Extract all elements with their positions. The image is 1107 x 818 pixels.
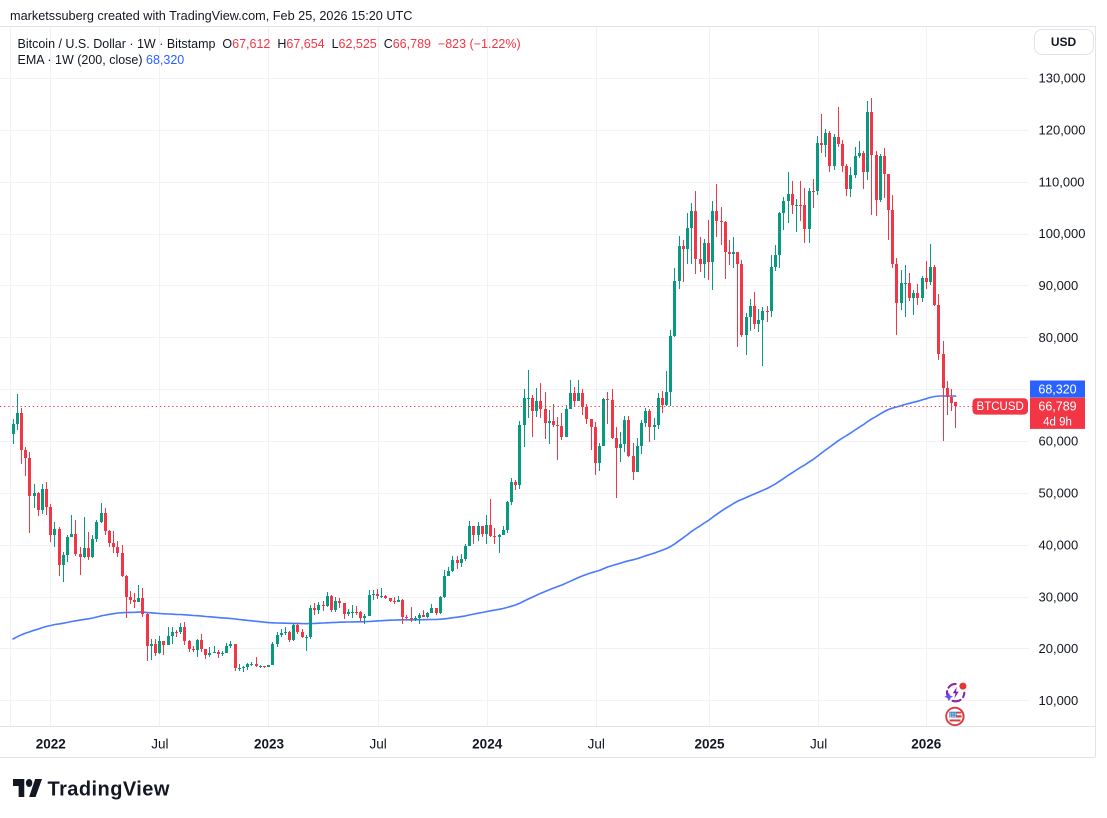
svg-text:30,000: 30,000 xyxy=(1039,589,1079,604)
svg-text:60,000: 60,000 xyxy=(1039,434,1079,449)
svg-text:40,000: 40,000 xyxy=(1039,538,1079,553)
svg-text:2023: 2023 xyxy=(254,737,285,752)
svg-text:Jul: Jul xyxy=(369,737,386,752)
svg-text:TradingView: TradingView xyxy=(48,779,170,801)
svg-text:2025: 2025 xyxy=(694,737,725,752)
svg-text:Jul: Jul xyxy=(810,737,827,752)
svg-text:20,000: 20,000 xyxy=(1039,641,1079,656)
svg-text:2024: 2024 xyxy=(472,737,503,752)
svg-text:120,000: 120,000 xyxy=(1039,122,1086,137)
svg-text:90,000: 90,000 xyxy=(1039,278,1079,293)
svg-text:110,000: 110,000 xyxy=(1039,174,1085,189)
svg-text:66,789: 66,789 xyxy=(1038,400,1076,414)
svg-text:80,000: 80,000 xyxy=(1039,330,1079,345)
svg-text:BTCUSD: BTCUSD xyxy=(977,401,1024,413)
svg-text:10,000: 10,000 xyxy=(1039,693,1079,708)
svg-text:100,000: 100,000 xyxy=(1039,226,1086,241)
svg-text:2022: 2022 xyxy=(36,737,66,752)
svg-text:4d 9h: 4d 9h xyxy=(1043,417,1072,429)
svg-text:2026: 2026 xyxy=(911,737,942,752)
svg-text:Jul: Jul xyxy=(151,737,168,752)
svg-text:130,000: 130,000 xyxy=(1039,71,1086,86)
svg-text:50,000: 50,000 xyxy=(1039,486,1079,501)
svg-text:Jul: Jul xyxy=(588,737,605,752)
svg-text:68,320: 68,320 xyxy=(1038,382,1076,396)
